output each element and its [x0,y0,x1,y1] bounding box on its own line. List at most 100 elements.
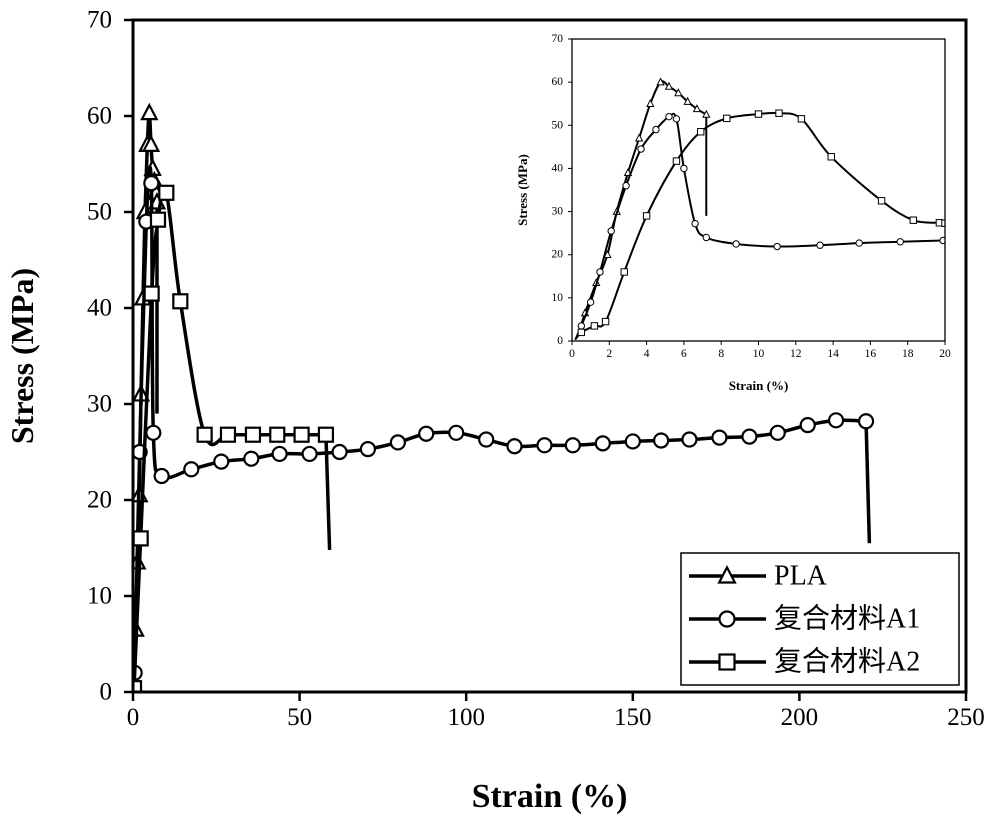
main-x-tick-label-0: 0 [127,704,140,731]
main-series-a2-point-11 [319,428,333,442]
inset-series-a1-point-11 [692,220,698,226]
main-series-a1-point-9 [273,447,287,461]
legend: PLA 复合材料A1 复合材料A2 [681,553,959,685]
main-series-pla-point-8 [142,105,157,119]
main-series-a1-point-3 [144,176,158,190]
main-series-a1-point-18 [538,438,552,452]
main-series-a2-point-10 [295,428,309,442]
main-series-a2-point-9 [270,428,284,442]
main-series-a1-point-23 [682,433,696,447]
inset-y-tick-label-6: 60 [552,76,564,88]
main-y-tick-label-7: 70 [87,7,112,34]
main-series-a1-point-28 [829,413,843,427]
inset-x-tick-label-5: 10 [753,348,765,360]
main-series-a1-point-16 [479,433,493,447]
main-series-a1-point-13 [391,435,405,449]
main-series-a1-point-29 [859,414,873,428]
main-series-a1-point-8 [244,452,258,466]
inset-series-a1-point-7 [653,126,659,132]
main-series-a1-point-7 [214,455,228,469]
inset-x-tick-label-3: 6 [681,348,687,360]
inset-series-a1-point-10 [681,165,687,171]
main-series-a1-point-15 [449,426,463,440]
inset-series-a2-point-12 [828,154,834,160]
main-series-a2-point-4 [159,186,173,200]
inset-series-a2-point-4 [621,269,627,275]
inset-series-a1-point-15 [817,242,823,248]
inset-series-a2-point-11 [798,116,804,122]
inset-series-a2-point-1 [578,329,584,335]
main-series-a1-point-5 [155,469,169,483]
inset-series-a1-point-6 [638,146,644,152]
main-series-a1-point-21 [626,434,640,448]
inset-x-tick-label-9: 18 [902,348,914,360]
inset-y-tick-label-1: 10 [552,292,564,304]
inset-series-a2-point-7 [697,129,703,135]
main-series-a1-point-27 [801,418,815,432]
main-series-a2-point-6 [198,428,212,442]
main-series-a2-point-2 [145,287,159,301]
inset-series-a1-point-13 [733,241,739,247]
main-series-a1-point-25 [742,430,756,444]
legend-marker-a2 [720,655,735,670]
inset-series-a1-point-8 [666,113,672,119]
main-series-a2-point-8 [246,428,260,442]
inset-y-tick-label-3: 30 [552,206,564,218]
main-x-axis-label: Strain (%) [472,778,628,815]
inset-x-tick-label-1: 2 [606,348,612,360]
legend-label-pla: PLA [774,561,828,592]
inset-series-a1-point-12 [703,234,709,240]
inset-series-a2-point-5 [643,213,649,219]
main-series-a2-point-3 [151,213,165,227]
main-series-a1-point-22 [654,433,668,447]
main-series-a1-point-4 [146,426,160,440]
main-x-tick-label-5: 250 [947,704,985,731]
inset-series-a1-point-1 [578,323,584,329]
inset-x-axis-label: Strain (%) [729,378,789,393]
main-series-a1-point-26 [771,426,785,440]
inset-x-tick-label-7: 14 [827,348,839,360]
inset-x-tick-label-2: 4 [644,348,650,360]
main-series-a1-point-20 [596,436,610,450]
inset-y-tick-label-4: 40 [552,162,564,174]
main-series-a1-point-14 [419,427,433,441]
inset-series-a1-point-3 [597,269,603,275]
inset-series-a1-point-17 [897,239,903,245]
main-y-tick-label-2: 20 [87,487,112,514]
main-series-a1-point-17 [508,439,522,453]
inset-y-axis-label: Stress (MPa) [515,154,530,226]
legend-label-a2: 复合材料A2 [774,646,920,678]
main-y-tick-label-1: 10 [87,583,112,610]
main-y-tick-label-5: 50 [87,199,112,226]
inset-x-tick-label-10: 20 [939,348,951,360]
main-series-a1-point-24 [712,431,726,445]
main-y-tick-label-0: 0 [100,679,113,706]
main-series-a1-break-line [866,421,869,543]
inset-series-a1-point-16 [856,240,862,246]
main-y-tick-label-6: 60 [87,103,112,130]
inset-x-tick-label-8: 16 [865,348,877,360]
inset-series-a1-point-14 [774,243,780,249]
inset-x-tick-label-4: 8 [718,348,724,360]
stress-strain-figure: 050100150200250010203040506070Strain (%)… [0,0,1000,823]
main-series-a2-point-1 [134,531,148,545]
main-series-a1-point-6 [184,462,198,476]
main-y-tick-label-4: 40 [87,295,112,322]
inset-y-tick-label-7: 70 [552,33,564,45]
legend-label-a1: 复合材料A1 [774,603,920,635]
main-y-axis-label: Stress (MPa) [4,268,40,444]
inset-x-tick-label-6: 12 [790,348,802,360]
inset-series-a2-point-10 [776,110,782,116]
inset-series-a1-point-5 [623,182,629,188]
inset-series-a2-point-9 [755,111,761,117]
inset-x-tick-label-0: 0 [569,348,575,360]
inset-y-tick-label-5: 50 [552,119,564,131]
inset-series-a2-point-13 [878,198,884,204]
main-x-tick-label-3: 150 [614,704,652,731]
main-series-a2-point-5 [173,294,187,308]
inset-series-a2-point-2 [591,323,597,329]
inset-series-a1-point-2 [587,299,593,305]
inset-y-tick-label-2: 20 [552,249,564,261]
main-series-a1-point-11 [333,445,347,459]
main-x-tick-label-4: 200 [781,704,819,731]
